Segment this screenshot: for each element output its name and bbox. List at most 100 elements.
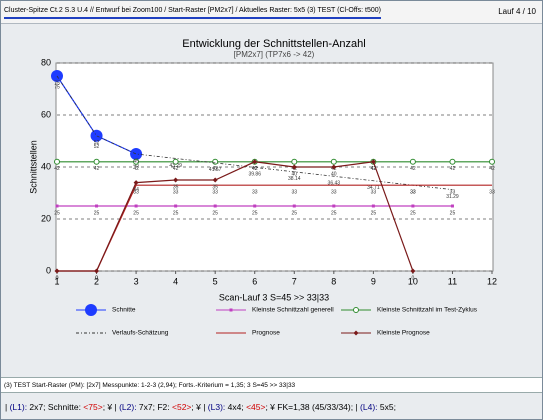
status-segment: <52> — [172, 402, 192, 412]
y-tick-label: 80 — [41, 57, 51, 67]
legend-label: Schnitte — [112, 307, 136, 314]
legend-label: Prognose — [252, 330, 280, 337]
y-tick-label: 20 — [41, 213, 51, 223]
x-tick-label: 7 — [292, 276, 297, 286]
data-label: 33 — [410, 190, 416, 196]
point — [253, 204, 257, 208]
x-tick-label: 4 — [173, 276, 178, 286]
data-label: 34 — [133, 187, 139, 193]
point — [212, 158, 219, 165]
data-label: 33 — [133, 190, 139, 196]
series-line — [56, 75, 453, 191]
x-axis-label: Scan-Lauf 3 S=45 >> 33|33 — [219, 292, 329, 302]
point — [291, 164, 297, 170]
point — [54, 158, 60, 165]
data-label: 33 — [371, 190, 377, 196]
data-label: 42 — [133, 166, 139, 172]
data-label: 42 — [489, 166, 495, 172]
point — [172, 158, 179, 165]
status-segment: <45> — [246, 402, 266, 412]
data-label: 42 — [173, 166, 179, 172]
legend-marker — [353, 307, 359, 313]
status-segment: ; ¥ | — [191, 402, 208, 412]
point — [93, 158, 100, 165]
data-label: 25 — [173, 210, 179, 216]
data-label: 0 — [56, 275, 59, 281]
data-label: 42 — [410, 166, 416, 172]
status-segment: 5x5; — [377, 402, 396, 412]
point — [371, 204, 375, 208]
data-label: 25 — [252, 210, 258, 216]
data-label: 25 — [94, 210, 100, 216]
data-label: 33 — [489, 190, 495, 196]
x-tick-label: 8 — [331, 276, 336, 286]
series-line — [57, 161, 414, 272]
status-segment: | — [5, 402, 10, 412]
status-segment: (L3): — [207, 402, 226, 412]
point — [213, 204, 217, 208]
data-label: 35 — [212, 184, 218, 190]
point — [411, 204, 415, 208]
chart: Entwicklung der Schnittstellen-Anzahl [P… — [28, 38, 497, 337]
data-label: 25 — [133, 210, 139, 216]
status-segment: (L4): — [360, 402, 378, 412]
data-label: 40 — [331, 171, 337, 177]
point — [173, 177, 179, 183]
data-label: 52 — [94, 144, 100, 150]
data-label: 34.71 — [367, 185, 380, 191]
data-label: 25 — [331, 210, 337, 216]
point — [449, 158, 456, 165]
point — [489, 158, 495, 165]
y-axis-label: Schnittstellen — [28, 140, 38, 194]
point — [370, 159, 376, 165]
data-label: 52 — [94, 140, 100, 146]
point — [94, 268, 100, 274]
data-label: 45 — [133, 162, 139, 168]
point — [133, 180, 139, 186]
chart-subtitle: [PM2x7] (TP7x6 -> 42) — [234, 50, 315, 59]
legend-label: Verlaufs-Schätzung — [112, 330, 169, 337]
legend-label: Kleinste Schnittzahl im Test-Zyklus — [377, 307, 478, 314]
data-label: 75 — [54, 80, 60, 86]
data-label: 33 — [291, 190, 297, 196]
y-tick-label: 0 — [46, 265, 51, 275]
legend-marker — [85, 304, 97, 316]
data-label: 33 — [252, 190, 258, 196]
point — [212, 177, 218, 183]
point — [90, 129, 103, 142]
status-segment: 7x7; F2: — [136, 402, 172, 412]
data-label: 42 — [252, 166, 258, 172]
chart-title: Entwicklung der Schnittstellen-Anzahl — [182, 38, 365, 50]
data-label: 38.14 — [288, 176, 301, 182]
data-label: 25 — [54, 210, 60, 216]
info-line: (3) TEST Start-Raster (PM): [2x7] Messpu… — [1, 377, 542, 393]
data-label: 25 — [291, 210, 297, 216]
data-label: 42 — [371, 166, 377, 172]
title-bar: Cluster-Spitze Ct.2 S.3 U.4 // Entwurf b… — [1, 1, 542, 24]
x-tick-label: 3 — [134, 276, 139, 286]
data-label: 33 — [331, 190, 337, 196]
data-label: 42 — [94, 166, 100, 172]
x-tick-label: 5 — [213, 276, 218, 286]
point — [291, 158, 298, 165]
data-label: 42 — [252, 166, 258, 172]
legend-label: Kleinste Prognose — [377, 330, 430, 337]
point — [330, 158, 337, 165]
data-label: 35 — [173, 184, 179, 190]
point — [410, 268, 416, 274]
data-label: 25 — [450, 210, 456, 216]
run-counter: Lauf 4 / 10 — [498, 7, 536, 16]
point — [95, 204, 99, 208]
data-label: 25 — [371, 210, 377, 216]
data-label: 31.29 — [446, 194, 459, 200]
series-line — [57, 184, 492, 272]
point — [134, 204, 138, 208]
legend-marker — [229, 308, 233, 312]
data-label: 0 — [56, 275, 59, 281]
point — [55, 204, 59, 208]
point — [450, 204, 454, 208]
data-label: 33 — [450, 190, 456, 196]
data-label: 0 — [95, 275, 98, 281]
data-label: 75 — [54, 84, 60, 90]
